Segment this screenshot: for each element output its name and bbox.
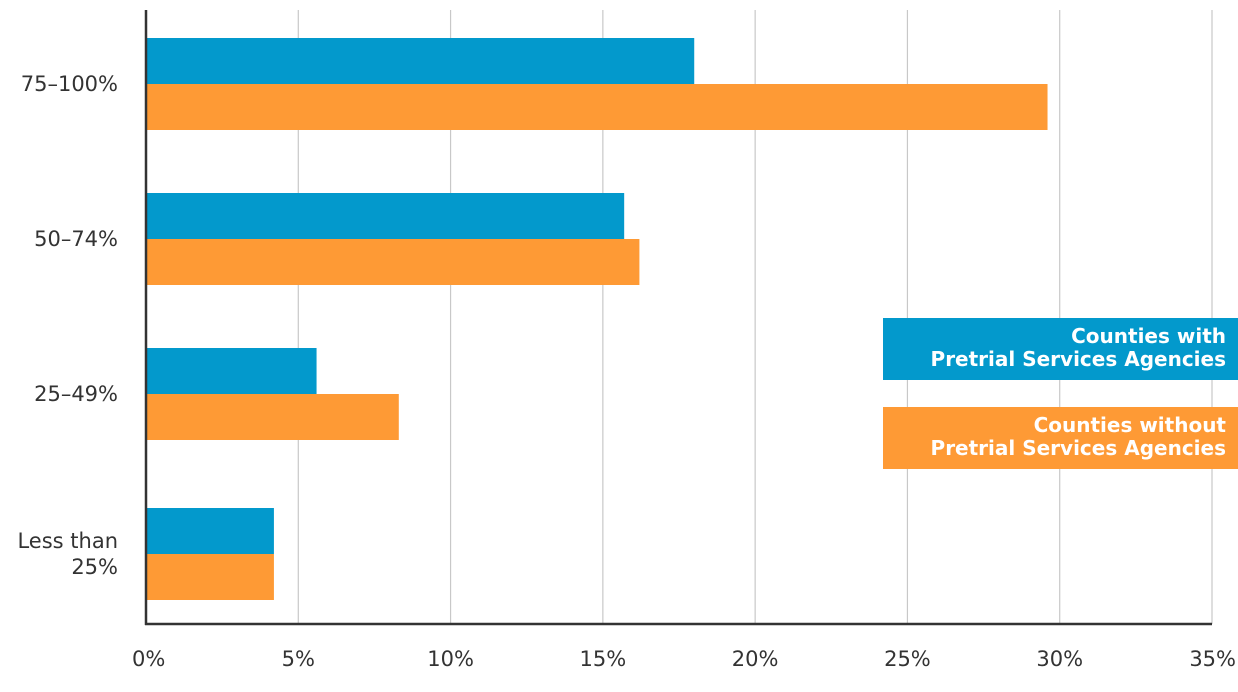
- legend-swatch: [883, 318, 1238, 380]
- bar-without-0: [146, 84, 1048, 130]
- category-labels: 75–100% 50–74% 25–49% Less than 25%: [17, 72, 118, 579]
- legend-swatch: [883, 407, 1238, 469]
- bar-with-0: [146, 38, 695, 84]
- legend-label: Counties without Pretrial Services Agenci…: [931, 413, 1227, 460]
- bars: [146, 38, 1048, 600]
- bar-without-2: [146, 394, 399, 440]
- bar-without-3: [146, 554, 274, 600]
- bar-with-3: [146, 508, 274, 554]
- category-label: Less than 25%: [17, 529, 118, 579]
- x-tick-labels: 0% 5% 10% 15% 20% 25% 30% 35%: [132, 647, 1236, 671]
- legend-entry-with: Counties with Pretrial Services Agencies: [883, 318, 1238, 380]
- x-tick-label: 5%: [282, 647, 315, 671]
- x-tick-label: 10%: [427, 647, 474, 671]
- x-tick-label: 25%: [884, 647, 931, 671]
- x-tick-label: 15%: [580, 647, 627, 671]
- category-label: 75–100%: [21, 72, 118, 96]
- x-tick-label: 30%: [1036, 647, 1083, 671]
- category-label: 50–74%: [34, 227, 118, 251]
- legend: Counties with Pretrial Services Agencies C…: [883, 318, 1238, 469]
- bar-with-2: [146, 348, 317, 394]
- x-tick-label: 35%: [1189, 647, 1236, 671]
- category-label: 25–49%: [34, 382, 118, 406]
- bar-with-1: [146, 193, 625, 239]
- legend-entry-without: Counties without Pretrial Services Agenci…: [883, 407, 1238, 469]
- bar-without-1: [146, 239, 640, 285]
- x-tick-label: 0%: [132, 647, 165, 671]
- axes: [144, 10, 1212, 626]
- x-tick-label: 20%: [732, 647, 779, 671]
- legend-label: Counties with Pretrial Services Agencies: [931, 324, 1226, 371]
